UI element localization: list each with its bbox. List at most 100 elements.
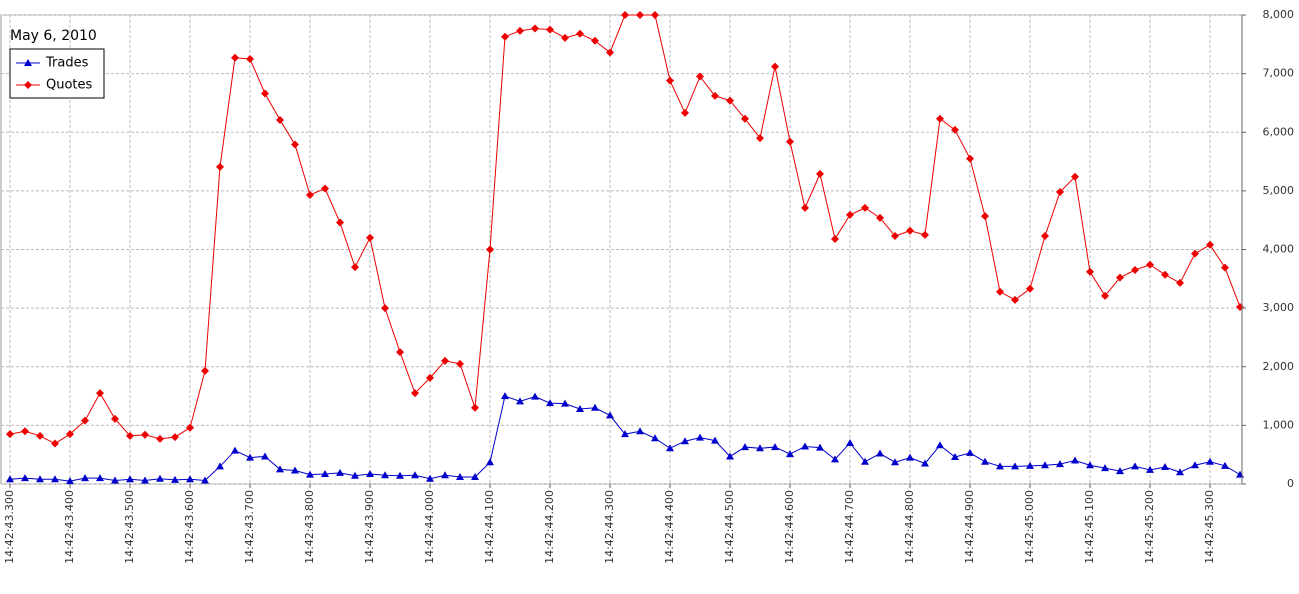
data-point [561,33,569,42]
data-point [861,203,869,212]
data-point [981,457,989,465]
data-point [921,230,929,239]
data-point [276,465,284,473]
data-point [816,443,824,451]
x-tick-label: 14:42:43.500 [123,490,136,564]
x-tick-label: 14:42:45.200 [1143,490,1156,564]
data-point [396,471,404,479]
data-point [846,210,854,219]
data-point [21,474,29,482]
data-point [1206,457,1214,465]
data-point [711,91,719,100]
y-tick-label: 8,000 [1263,8,1295,21]
data-point [1026,461,1034,469]
data-point [771,443,779,451]
x-tick-label: 14:42:44.100 [483,490,496,564]
data-point [336,218,344,227]
x-tick-label: 14:42:44.600 [783,490,796,564]
data-point [81,474,89,482]
data-point [996,287,1004,296]
y-tick-label: 5,000 [1263,184,1295,197]
data-point [876,213,884,222]
data-point [156,474,164,482]
data-point [471,472,479,480]
data-point [801,203,809,212]
data-point [1191,249,1199,258]
data-point [726,452,734,460]
data-point [381,304,389,313]
data-point [591,403,599,411]
data-point [156,434,164,443]
data-point [1056,460,1064,468]
data-point [531,24,539,33]
data-point [936,441,944,449]
x-tick-label: 14:42:43.800 [303,490,316,564]
data-point [831,234,839,243]
x-tick-label: 14:42:45.300 [1203,490,1216,564]
data-point [771,62,779,71]
data-point [726,96,734,105]
data-point [816,169,824,178]
data-point [516,26,524,35]
data-point [111,414,119,423]
x-tick-label: 14:42:44.500 [723,490,736,564]
data-point [546,25,554,34]
data-point [96,474,104,482]
data-point [426,474,434,482]
data-point [36,431,44,440]
data-point [1131,462,1139,470]
data-point [621,430,629,438]
data-point [1131,266,1139,275]
data-point [201,476,209,484]
data-point [51,439,59,448]
data-point [24,81,32,89]
data-point [411,389,419,398]
data-point [981,212,989,221]
data-point [606,48,614,57]
data-point [681,108,689,117]
x-tick-label: 14:42:44.300 [603,490,616,564]
data-point [966,448,974,456]
data-point [936,114,944,123]
data-point [516,397,524,405]
data-point [366,470,374,478]
data-point [891,232,899,241]
x-tick-label: 14:42:43.700 [243,490,256,564]
data-point [291,140,299,149]
data-point [216,462,224,470]
data-point [681,437,689,445]
x-tick-label: 14:42:44.800 [903,490,916,564]
data-point [861,457,869,465]
x-tick-label: 14:42:43.300 [3,490,16,564]
data-point [576,404,584,412]
x-tick-label: 14:42:44.700 [843,490,856,564]
data-point [351,471,359,479]
data-point [171,433,179,442]
data-point [1101,291,1109,300]
data-point [306,190,314,199]
data-point [36,475,44,483]
data-point [696,72,704,81]
data-point [741,114,749,123]
data-point [1056,188,1064,197]
data-point [1101,464,1109,472]
y-tick-label: 7,000 [1263,67,1295,80]
data-point [366,233,374,242]
data-point [141,476,149,484]
legend-box [9,48,105,99]
legend: Trades Quotes [16,56,93,93]
data-point [1116,467,1124,475]
data-point [996,462,1004,470]
data-point [321,184,329,193]
data-point [51,475,59,483]
x-tick-label: 14:42:44.900 [963,490,976,564]
data-point [666,444,674,452]
data-point [1086,461,1094,469]
chart-title: May 6, 2010 [10,28,97,44]
data-point [81,416,89,425]
data-point [126,475,134,483]
data-point [1026,284,1034,293]
data-point [1011,462,1019,470]
data-point [306,470,314,478]
data-point [1206,240,1214,249]
